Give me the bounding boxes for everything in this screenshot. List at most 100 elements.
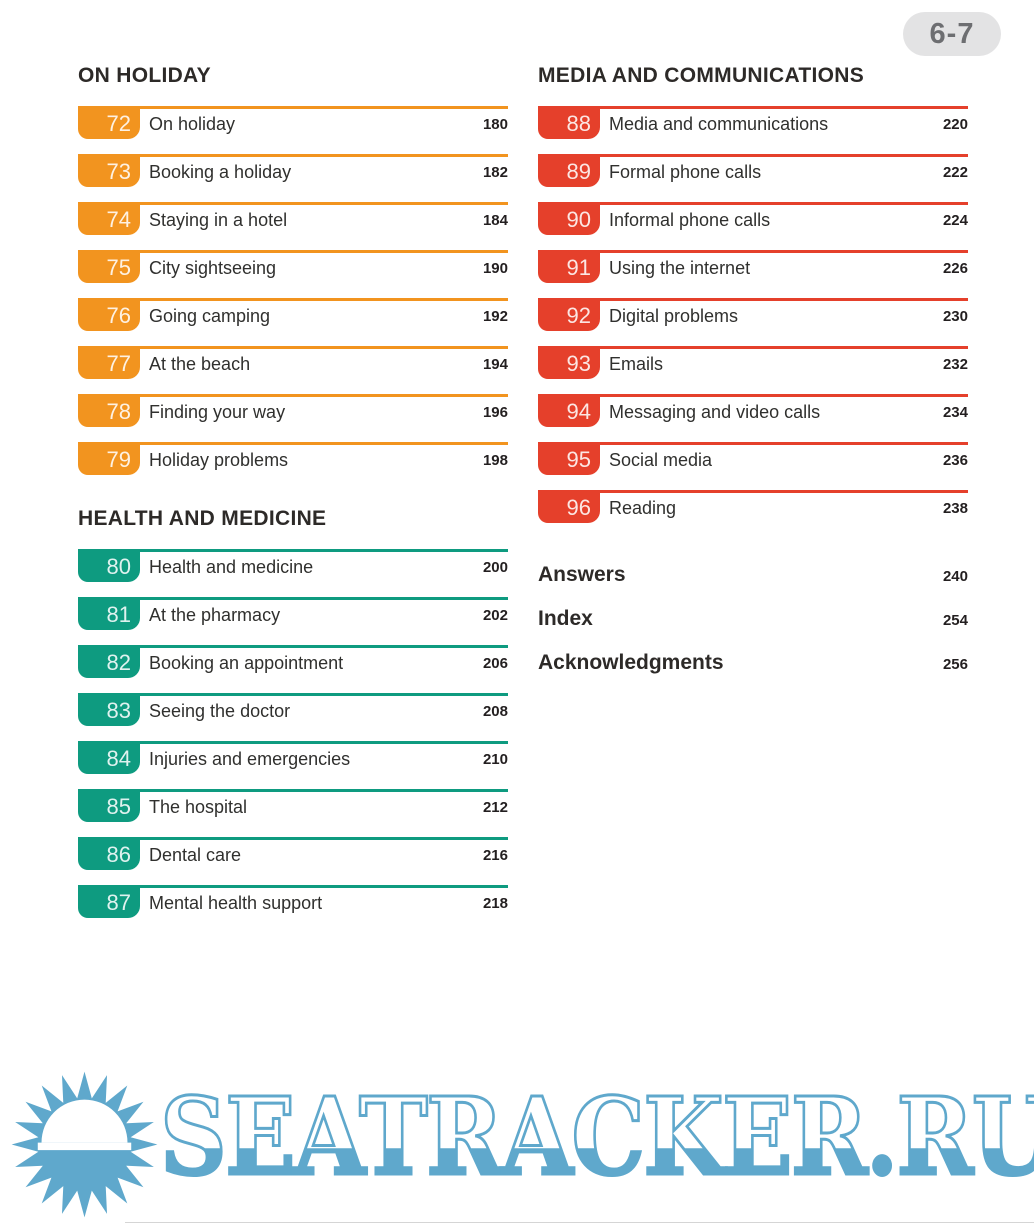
unit-page-number: 192	[482, 307, 508, 325]
unit-page-number: 236	[942, 451, 968, 469]
unit-number-badge: 89	[538, 157, 600, 187]
unit-number: 84	[106, 746, 131, 771]
toc-item: 72 On holiday 180	[78, 106, 508, 139]
unit-number: 96	[566, 495, 591, 520]
unit-number-badge: 83	[78, 696, 140, 726]
unit-page-number: 182	[482, 163, 508, 181]
unit-title: Staying in a hotel	[149, 209, 288, 230]
unit-number: 83	[106, 698, 131, 723]
toc-item: 77 At the beach 194	[78, 346, 508, 379]
unit-title: Reading	[609, 497, 677, 518]
unit-number: 75	[106, 255, 131, 280]
unit-page-number: 210	[482, 750, 508, 768]
sun-horizon-gap	[37, 1142, 132, 1151]
sun-dome	[41, 1099, 128, 1143]
back-matter-title: Index	[538, 607, 593, 630]
unit-number: 79	[106, 447, 131, 472]
unit-title: At the beach	[149, 353, 251, 374]
unit-number: 91	[566, 255, 591, 280]
unit-number: 89	[566, 159, 591, 184]
unit-page-number: 234	[942, 403, 968, 421]
left-column: ON HOLIDAY 72 On holiday 180 73 Booking a hol…	[78, 64, 508, 933]
toc-item: 91 Using the internet 226	[538, 250, 968, 283]
unit-page-number: 220	[942, 115, 968, 133]
unit-number-badge: 91	[538, 253, 600, 283]
unit-number-badge: 79	[78, 445, 140, 475]
toc-item: 82 Booking an appointment 206	[78, 645, 508, 678]
unit-page-number: 184	[482, 211, 508, 229]
unit-page-number: 238	[942, 499, 968, 517]
back-matter-page-number: 254	[942, 612, 968, 629]
back-matter-row: Answers 240	[538, 563, 968, 589]
section-header: HEALTH AND MEDICINE	[78, 507, 327, 530]
back-matter-title: Answers	[538, 563, 626, 586]
unit-page-number: 222	[942, 163, 968, 181]
unit-title: Holiday problems	[149, 449, 289, 470]
unit-title: Booking a holiday	[149, 161, 292, 182]
unit-title: Injuries and emergencies	[149, 748, 351, 769]
unit-page-number: 208	[482, 702, 508, 720]
unit-title: At the pharmacy	[149, 604, 281, 625]
toc-item: 81 At the pharmacy 202	[78, 597, 508, 630]
unit-page-number: 230	[942, 307, 968, 325]
unit-number: 87	[106, 890, 131, 915]
unit-number: 86	[106, 842, 131, 867]
unit-number-badge: 95	[538, 445, 600, 475]
toc-item: 76 Going camping 192	[78, 298, 508, 331]
section-on-holiday: ON HOLIDAY 72 On holiday 180 73 Booking a hol…	[78, 64, 508, 475]
toc-item: 73 Booking a holiday 182	[78, 154, 508, 187]
unit-page-number: 226	[942, 259, 968, 277]
toc-item: 80 Health and medicine 200	[78, 549, 508, 582]
unit-number: 74	[106, 207, 131, 232]
unit-title: Media and communications	[609, 113, 829, 134]
unit-title: Informal phone calls	[609, 209, 771, 230]
toc-item: 95 Social media 236	[538, 442, 968, 475]
unit-number-badge: 93	[538, 349, 600, 379]
unit-title: Emails	[609, 353, 664, 374]
unit-title: Finding your way	[149, 401, 286, 422]
toc-item: 88 Media and communications 220	[538, 106, 968, 139]
unit-number-badge: 87	[78, 888, 140, 918]
unit-number: 77	[106, 351, 131, 376]
unit-title: The hospital	[149, 796, 248, 817]
unit-number: 80	[106, 554, 131, 579]
unit-number-badge: 82	[78, 648, 140, 678]
unit-page-number: 224	[942, 211, 968, 229]
unit-title: City sightseeing	[149, 257, 277, 278]
unit-page-number: 198	[482, 451, 508, 469]
section-media-and-communications: MEDIA AND COMMUNICATIONS 88 Media and comm…	[538, 64, 968, 523]
unit-number: 81	[106, 602, 131, 627]
unit-number-badge: 75	[78, 253, 140, 283]
unit-number-badge: 84	[78, 744, 140, 774]
toc-item: 79 Holiday problems 198	[78, 442, 508, 475]
toc-item: 78 Finding your way 196	[78, 394, 508, 427]
toc-item: 92 Digital problems 230	[538, 298, 968, 331]
unit-number: 78	[106, 399, 131, 424]
unit-title: On holiday	[149, 113, 236, 134]
unit-page-number: 218	[482, 894, 508, 912]
unit-number-badge: 88	[538, 109, 600, 139]
unit-number-badge: 94	[538, 397, 600, 427]
unit-number-badge: 90	[538, 205, 600, 235]
section-health-and-medicine: HEALTH AND MEDICINE 80 Health and medicine…	[78, 507, 508, 918]
unit-title: Seeing the doctor	[149, 700, 291, 721]
unit-number: 92	[566, 303, 591, 328]
unit-number-badge: 74	[78, 205, 140, 235]
toc-item: 85 The hospital 212	[78, 789, 508, 822]
section-header: ON HOLIDAY	[78, 64, 211, 87]
unit-title: Digital problems	[609, 305, 739, 326]
unit-number: 72	[106, 111, 131, 136]
unit-page-number: 200	[482, 558, 508, 576]
unit-title: Formal phone calls	[609, 161, 762, 182]
unit-number: 82	[106, 650, 131, 675]
unit-number: 76	[106, 303, 131, 328]
right-column: MEDIA AND COMMUNICATIONS 88 Media and comm…	[538, 64, 968, 933]
unit-page-number: 196	[482, 403, 508, 421]
unit-number-badge: 92	[538, 301, 600, 331]
toc-item: 94 Messaging and video calls 234	[538, 394, 968, 427]
watermark-text-fill: SEATRACKER.RU	[160, 1075, 1034, 1200]
toc-item: 74 Staying in a hotel 184	[78, 202, 508, 235]
unit-title: Booking an appointment	[149, 652, 344, 673]
back-matter-page-number: 240	[942, 568, 968, 585]
scan-edge-line	[125, 1222, 1034, 1223]
